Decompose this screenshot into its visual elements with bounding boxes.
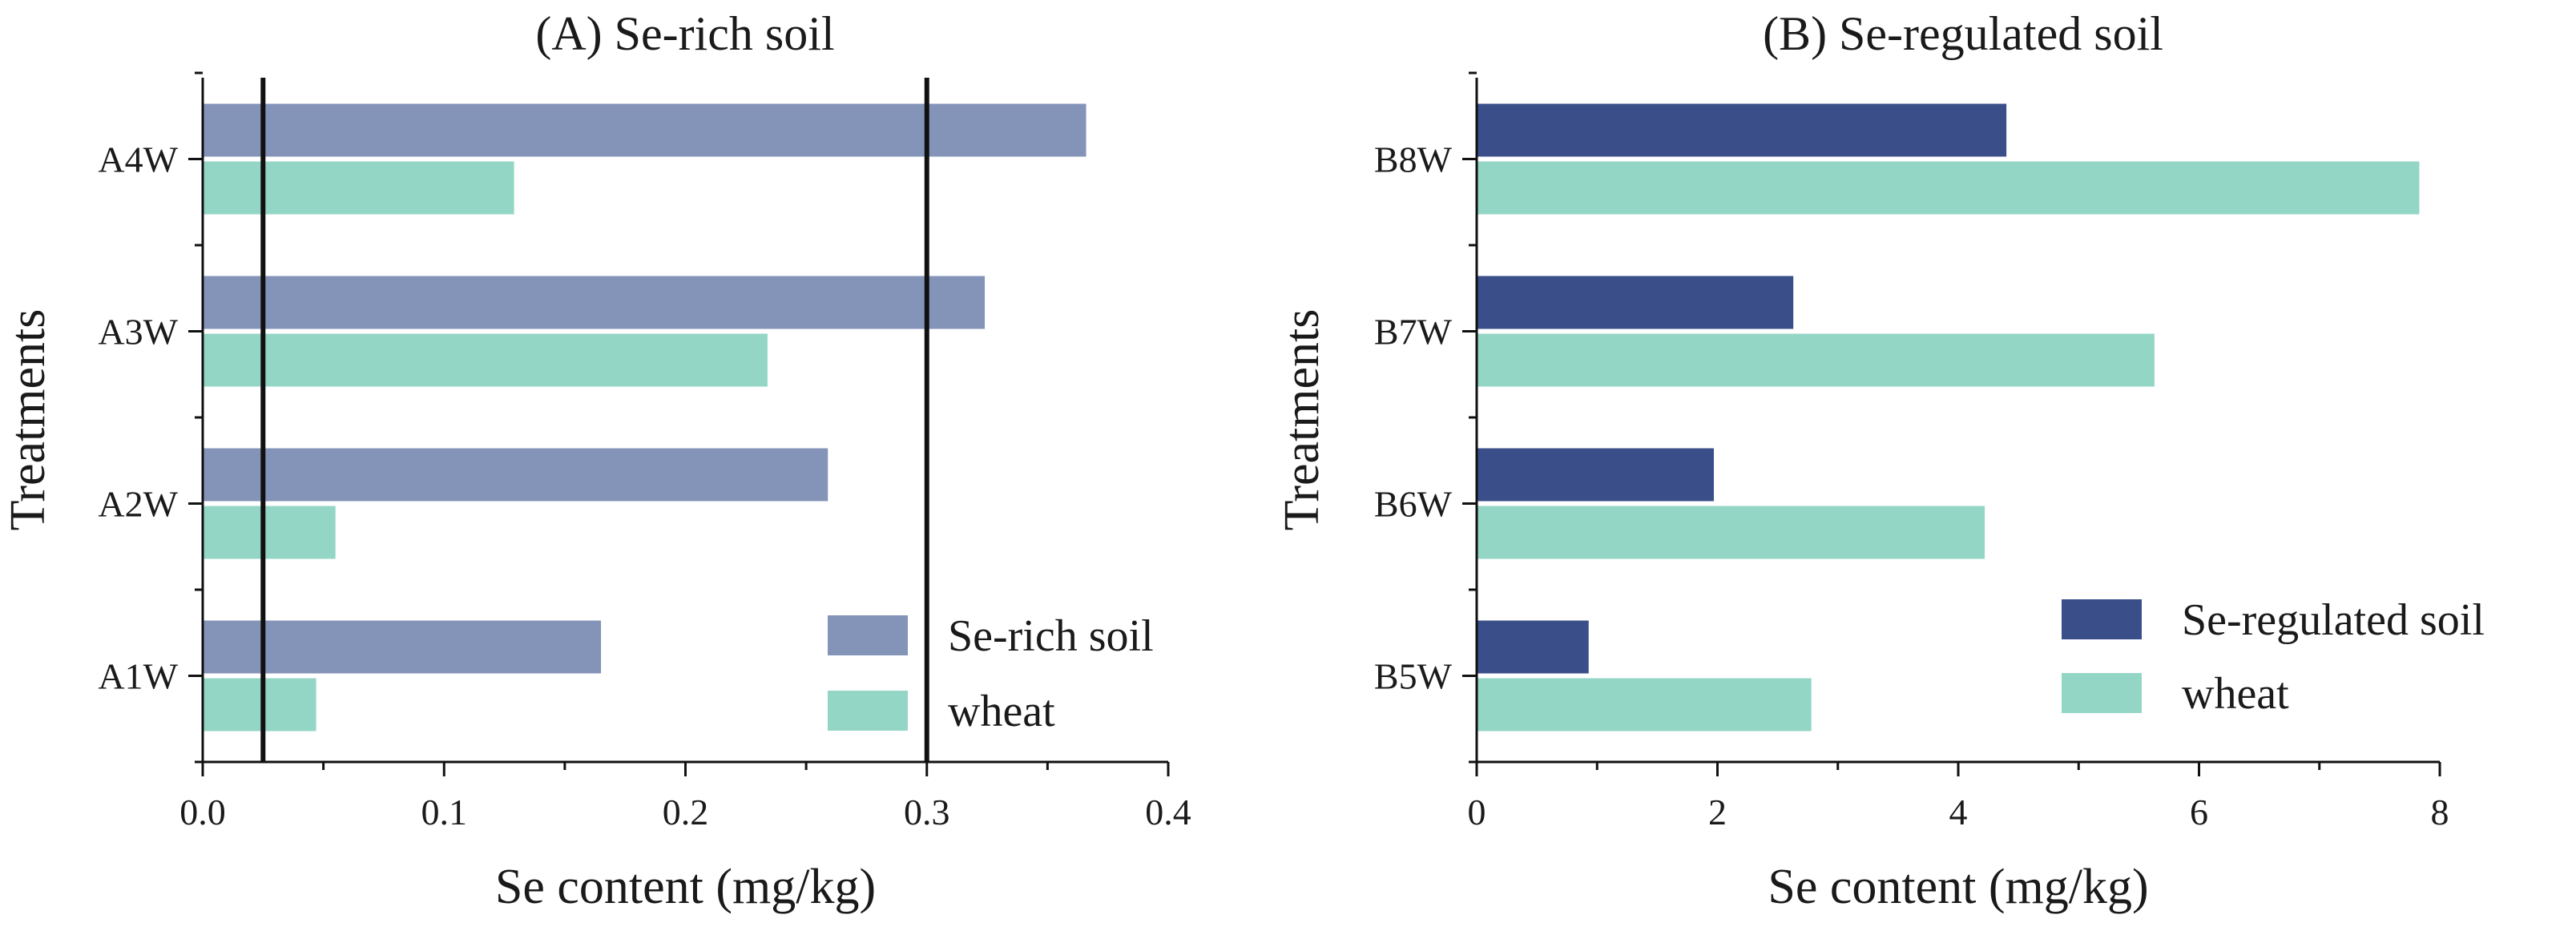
category-label-b8w: B8W [1374, 139, 1453, 180]
category-label-b5w: B5W [1374, 656, 1453, 697]
bar-wheat-a4w [203, 161, 514, 215]
panel-a: (A) Se-rich soil A1W A2W A3W A4W 0.0 0.1 0.2 0.3… [1, 7, 1191, 914]
bar-wheat-a3w [203, 333, 768, 387]
legend-label-1: wheat [948, 687, 1055, 736]
bar-se-rich-soil-a1w [203, 620, 602, 674]
legend-swatch-0 [2062, 599, 2142, 639]
x-axis-label: Se content (mg/kg) [1768, 860, 2148, 914]
bar-se-rich-soil-a3w [203, 276, 986, 329]
x-tick-label: 0.2 [663, 792, 709, 832]
legend-swatch-1 [828, 691, 908, 731]
bar-se-rich-soil-a4w [203, 103, 1086, 157]
category-label-a2w: A2W [98, 484, 178, 525]
x-tick-label: 8 [2431, 792, 2449, 832]
legend-label-0: Se-regulated soil [2182, 595, 2485, 645]
bar-wheat-b8w [1477, 161, 2420, 215]
x-axis-label: Se content (mg/kg) [495, 860, 876, 914]
legend-label-1: wheat [2182, 669, 2289, 719]
y-axis-label: Treatments [1, 309, 55, 531]
bar-se-regulated-soil-b7w [1477, 276, 1794, 329]
category-label-a4w: A4W [98, 139, 178, 180]
bar-wheat-b7w [1477, 333, 2155, 387]
x-tick-label: 0 [1468, 792, 1486, 832]
legend-swatch-1 [2062, 673, 2142, 713]
bar-wheat-a1w [203, 678, 316, 732]
x-tick-label: 0.3 [904, 792, 950, 832]
chart-title: (A) Se-rich soil [535, 7, 834, 60]
x-tick-label: 2 [1708, 792, 1727, 832]
x-tick-label: 0.4 [1145, 792, 1191, 832]
bar-wheat-a2w [203, 506, 336, 559]
chart-title: (B) Se-regulated soil [1763, 7, 2163, 60]
bar-se-rich-soil-a2w [203, 448, 828, 502]
bar-wheat-b5w [1477, 678, 1812, 732]
x-tick-label: 0.1 [421, 792, 468, 832]
bar-se-regulated-soil-b5w [1477, 620, 1589, 674]
x-tick-label: 0.0 [179, 792, 226, 832]
legend-swatch-0 [828, 615, 908, 655]
x-tick-label: 4 [1949, 792, 1968, 832]
bar-se-regulated-soil-b6w [1477, 448, 1714, 502]
bar-wheat-b6w [1477, 506, 1985, 559]
panel-b: (B) Se-regulated soil B5W B6W B7W B8W 0 2 4 6 8 Se… [1275, 7, 2485, 914]
bar-se-regulated-soil-b8w [1477, 103, 2007, 157]
x-tick-label: 6 [2190, 792, 2208, 832]
category-label-b7w: B7W [1374, 312, 1453, 353]
legend-label-0: Se-rich soil [948, 611, 1154, 661]
category-label-a1w: A1W [98, 656, 178, 697]
y-axis-label: Treatments [1275, 309, 1329, 531]
category-label-b6w: B6W [1374, 484, 1453, 525]
category-label-a3w: A3W [98, 312, 178, 353]
